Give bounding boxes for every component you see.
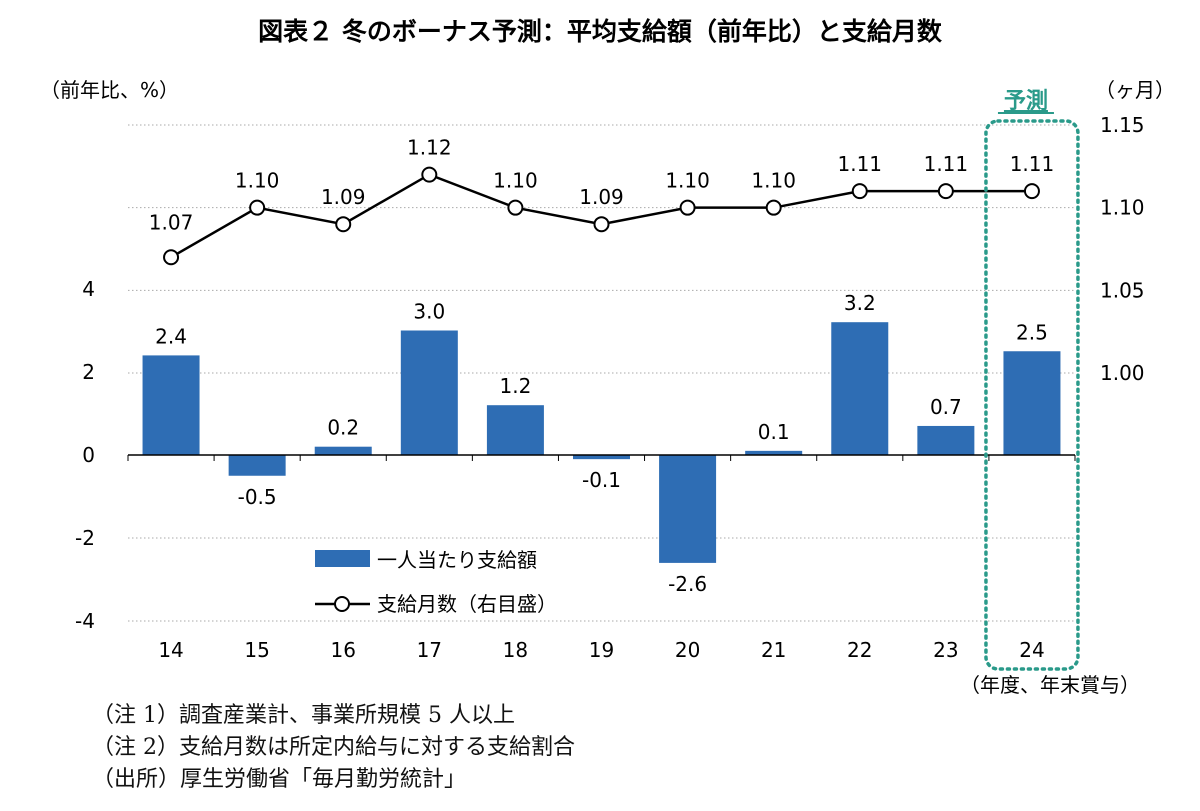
- line-label: 1.10: [665, 169, 710, 193]
- bar-label: 3.0: [413, 300, 445, 324]
- bar: [745, 450, 803, 455]
- source-note: （出所）厚生労働省「毎月勤労統計」: [92, 767, 467, 792]
- line-point: [249, 199, 266, 216]
- line-label: 1.07: [149, 210, 194, 234]
- bar: [228, 455, 286, 476]
- x-tick-label: 20: [675, 638, 700, 662]
- bar-label: 1.2: [500, 374, 532, 398]
- line-label: 1.10: [235, 169, 280, 193]
- legend-line-marker: [334, 596, 350, 612]
- x-tick-label: 19: [589, 638, 614, 662]
- x-tick-label: 24: [1019, 638, 1044, 662]
- line-point: [937, 183, 954, 200]
- line-point: [765, 199, 782, 216]
- note-1: （注 1）調査産業計、事業所規模 5 人以上: [92, 703, 515, 728]
- bar: [917, 425, 975, 455]
- line-label: 1.09: [579, 185, 624, 209]
- line-point: [851, 183, 868, 200]
- x-tick-label: 14: [158, 638, 183, 662]
- forecast-box: [984, 119, 1080, 671]
- note-2: （注 2）支給月数は所定内給与に対する支給割合: [92, 735, 575, 760]
- line-point: [335, 216, 352, 233]
- forecast-label: 予測: [1004, 89, 1048, 114]
- legend-bar-swatch: [315, 550, 370, 567]
- bar-label: -0.1: [582, 468, 621, 492]
- x-tick-label: 21: [761, 638, 786, 662]
- left-tick-label: 4: [82, 277, 95, 301]
- x-tick-label: 17: [417, 638, 442, 662]
- bar: [831, 322, 889, 455]
- bar-label: 0.7: [930, 395, 962, 419]
- legend-bar-label: 一人当たり支給額: [377, 548, 537, 572]
- bar-label: -2.6: [668, 572, 707, 596]
- bar: [659, 455, 717, 563]
- line-label: 1.11: [1010, 152, 1055, 176]
- x-tick-label: 18: [503, 638, 528, 662]
- right-tick-label: 1.10: [1100, 196, 1145, 220]
- bar: [573, 455, 630, 460]
- bar-label: 3.2: [844, 291, 876, 315]
- x-axis-label: （年度、年末賞与）: [960, 673, 1140, 697]
- line-point: [593, 216, 610, 233]
- right-tick-label: 1.00: [1100, 361, 1145, 385]
- bar: [400, 330, 458, 455]
- right-tick-label: 1.05: [1100, 278, 1145, 302]
- bar-label: 0.1: [758, 420, 790, 444]
- x-tick-label: 22: [847, 638, 872, 662]
- legend-line-label: 支給月数（右目盛）: [377, 592, 557, 616]
- left-tick-label: -4: [75, 609, 95, 633]
- line-point: [507, 199, 524, 216]
- right-axis-label: （ヶ月）: [1095, 78, 1175, 102]
- left-tick-label: -2: [75, 526, 95, 550]
- line-label: 1.11: [838, 152, 883, 176]
- bar-label: -0.5: [238, 485, 277, 509]
- x-tick-label: 23: [933, 638, 958, 662]
- bar-label: 0.2: [327, 416, 359, 440]
- x-tick-label: 15: [244, 638, 269, 662]
- line-label: 1.09: [321, 185, 366, 209]
- right-tick-label: 1.15: [1100, 113, 1145, 137]
- line-label: 1.12: [407, 136, 452, 160]
- left-axis-label: （前年比、%）: [40, 78, 179, 102]
- left-tick-label: 2: [82, 360, 95, 384]
- line-label: 1.11: [924, 152, 969, 176]
- footnotes: （注 1）調査産業計、事業所規模 5 人以上 （注 2）支給月数は所定内給与に対…: [92, 700, 575, 796]
- left-tick-label: 0: [82, 443, 95, 467]
- bar: [142, 355, 200, 455]
- chart-title: 図表２ 冬のボーナス予測：平均支給額（前年比）と支給月数: [258, 17, 943, 46]
- x-tick-label: 16: [331, 638, 356, 662]
- bonus-chart: 図表２ 冬のボーナス予測：平均支給額（前年比）と支給月数 （前年比、%） （ヶ月…: [40, 17, 1175, 697]
- bar-label: 2.5: [1016, 320, 1048, 344]
- bar: [1003, 351, 1061, 455]
- bar: [314, 446, 372, 455]
- line-label: 1.10: [751, 169, 796, 193]
- line-point: [1023, 183, 1040, 200]
- bar: [486, 405, 544, 455]
- line-point: [163, 249, 180, 266]
- line-point: [679, 199, 696, 216]
- bar-label: 2.4: [155, 324, 187, 348]
- line-point: [421, 166, 438, 183]
- line-label: 1.10: [493, 169, 538, 193]
